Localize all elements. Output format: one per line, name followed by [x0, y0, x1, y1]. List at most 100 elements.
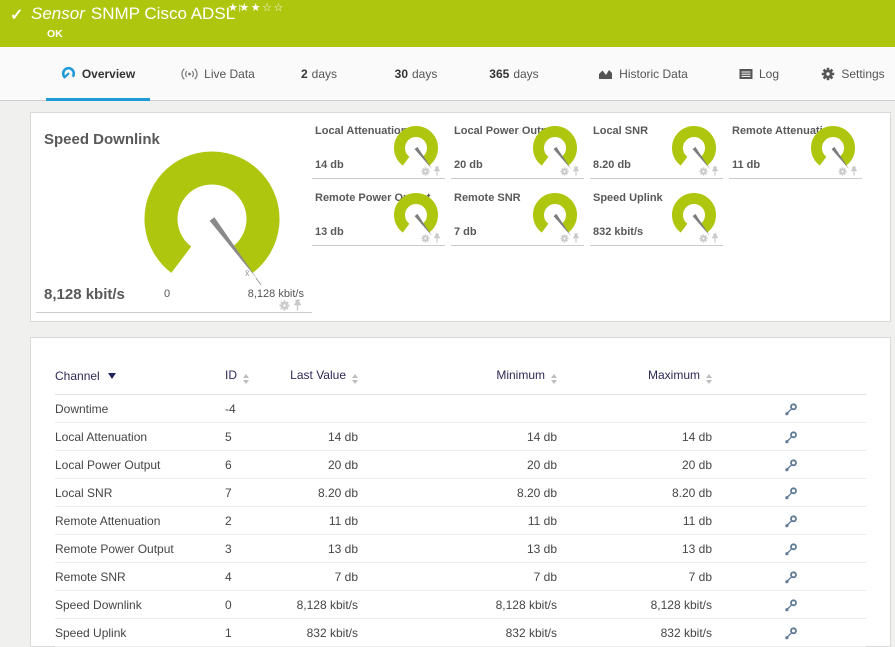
maximum-value: 8,128 kbit/s [557, 590, 712, 619]
table-row[interactable]: Remote Power Output 3 13 db 13 db 13 db [55, 534, 866, 563]
column-header-minimum[interactable]: Minimum [358, 368, 557, 395]
channels-panel: Channel ID Last Value Minimum Maximum [30, 337, 891, 647]
channel-settings-icon[interactable] [784, 458, 797, 472]
gauge-local-attenuation: Local Attenuation 14 db [312, 120, 445, 179]
table-row[interactable]: Downtime -4 [55, 394, 866, 423]
flag-icon[interactable]: ⚐ [237, 4, 247, 15]
channel-settings-icon[interactable] [784, 626, 797, 640]
log-list-icon [739, 68, 753, 79]
channel-id: -4 [225, 394, 275, 423]
tab-number: 365 [489, 66, 510, 81]
tab-live-data[interactable]: Live Data [168, 47, 268, 100]
tab-bar: Overview Live Data 2 days 30 days 365 da… [0, 47, 895, 101]
channel-name[interactable]: Local SNR [55, 478, 225, 507]
gauge-settings-gear-icon[interactable] [421, 167, 430, 176]
tab-log[interactable]: Log [728, 47, 790, 100]
priority-stars[interactable]: ★★★☆☆ [228, 2, 285, 14]
gauge-settings-gear-icon[interactable] [560, 234, 569, 243]
gauge-settings-gear-icon[interactable] [838, 167, 847, 176]
channel-name[interactable]: Speed Downlink [55, 590, 225, 619]
last-value: 8,128 kbit/s [275, 590, 358, 619]
minimum-value: 8,128 kbit/s [358, 590, 557, 619]
channels-table: Channel ID Last Value Minimum Maximum [55, 368, 866, 647]
gauge-settings-gear-icon[interactable] [279, 300, 290, 311]
last-value: 20 db [275, 450, 358, 479]
column-header-maximum[interactable]: Maximum [557, 368, 712, 395]
column-header-id[interactable]: ID [225, 368, 275, 395]
tab-2-days[interactable]: 2 days [283, 47, 355, 100]
speed-downlink-gauge: x̄ [144, 151, 280, 286]
table-header-row: Channel ID Last Value Minimum Maximum [55, 368, 866, 395]
channel-name[interactable]: Downtime [55, 394, 225, 423]
last-value: 7 db [275, 562, 358, 591]
channel-name[interactable]: Local Power Output [55, 450, 225, 479]
channel-name[interactable]: Remote Power Output [55, 534, 225, 563]
gauge-remote-power-output: Remote Power Output 13 db [312, 187, 445, 246]
channel-settings-icon[interactable] [784, 570, 797, 584]
table-row[interactable]: Local Attenuation 5 14 db 14 db 14 db [55, 422, 866, 451]
gauge-settings-gear-icon[interactable] [699, 167, 708, 176]
column-header-last-value[interactable]: Last Value [275, 368, 358, 395]
tab-label: Log [758, 66, 780, 81]
channel-name[interactable]: Speed Uplink [55, 618, 225, 647]
minimum-value [358, 394, 557, 423]
channel-id: 7 [225, 478, 275, 507]
channel-id: 2 [225, 506, 275, 535]
table-row[interactable]: Remote Attenuation 2 11 db 11 db 11 db [55, 506, 866, 535]
gauge-pin-icon[interactable] [433, 166, 441, 176]
tab-30-days[interactable]: 30 days [378, 47, 454, 100]
table-row[interactable]: Local SNR 7 8.20 db 8.20 db 8.20 db [55, 478, 866, 507]
gauge-value: 7 db [454, 226, 477, 238]
column-header-channel[interactable]: Channel [55, 368, 225, 395]
channel-settings-icon[interactable] [784, 486, 797, 500]
maximum-value: 14 db [557, 422, 712, 451]
table-row[interactable]: Speed Downlink 0 8,128 kbit/s 8,128 kbit… [55, 590, 866, 619]
gauge-pin-icon[interactable] [572, 233, 580, 243]
channel-settings-icon[interactable] [784, 598, 797, 612]
sort-desc-icon [107, 373, 116, 379]
gauge-pin-icon[interactable] [572, 166, 580, 176]
table-row[interactable]: Remote SNR 4 7 db 7 db 7 db [55, 562, 866, 591]
tab-overview[interactable]: Overview [46, 47, 150, 101]
sensor-name: SNMP Cisco ADSL [90, 4, 236, 23]
tab-label: Historic Data [619, 66, 688, 81]
table-row[interactable]: Speed Uplink 1 832 kbit/s 832 kbit/s 832… [55, 618, 866, 647]
gauge-pin-icon[interactable] [850, 166, 858, 176]
channel-name[interactable]: Local Attenuation [55, 422, 225, 451]
channel-settings-icon[interactable] [784, 430, 797, 444]
mini-gauge [672, 126, 716, 169]
minimum-value: 13 db [358, 534, 557, 563]
tab-historic-data[interactable]: Historic Data [583, 47, 703, 100]
tab-settings[interactable]: Settings [812, 47, 894, 100]
gauge-settings-gear-icon[interactable] [560, 167, 569, 176]
gauge-value: 832 kbit/s [593, 226, 644, 238]
last-value: 8.20 db [275, 478, 358, 507]
minimum-value: 11 db [358, 506, 557, 535]
table-row[interactable]: Local Power Output 6 20 db 20 db 20 db [55, 450, 866, 479]
maximum-value: 7 db [557, 562, 712, 591]
channel-id: 1 [225, 618, 275, 647]
gauge-settings-gear-icon[interactable] [421, 234, 430, 243]
gauge-value: 14 db [315, 159, 344, 171]
gauge-arc [144, 151, 280, 273]
gauge-settings-gear-icon[interactable] [699, 234, 708, 243]
gauge-pin-icon[interactable] [711, 233, 719, 243]
gauge-local-power-output: Local Power Output 20 db [451, 120, 584, 179]
channel-settings-icon[interactable] [784, 514, 797, 528]
channel-name[interactable]: Remote Attenuation [55, 506, 225, 535]
channel-name[interactable]: Remote SNR [55, 562, 225, 591]
gauge-pin-icon[interactable] [293, 299, 302, 311]
page-title: Sensor SNMP Cisco ADSL ⚐ [31, 4, 246, 24]
gauge-pin-icon[interactable] [711, 166, 719, 176]
channel-settings-icon[interactable] [784, 402, 797, 416]
channel-id: 4 [225, 562, 275, 591]
tab-365-days[interactable]: 365 days [473, 47, 555, 100]
area-chart-icon [599, 70, 613, 79]
tab-label: Overview [81, 66, 136, 81]
maximum-value [557, 394, 712, 423]
last-value: 832 kbit/s [275, 618, 358, 647]
channel-settings-icon[interactable] [784, 542, 797, 556]
maximum-value: 13 db [557, 534, 712, 563]
gauge-pin-icon[interactable] [433, 233, 441, 243]
gauge-title: Local Power Output [454, 125, 558, 137]
